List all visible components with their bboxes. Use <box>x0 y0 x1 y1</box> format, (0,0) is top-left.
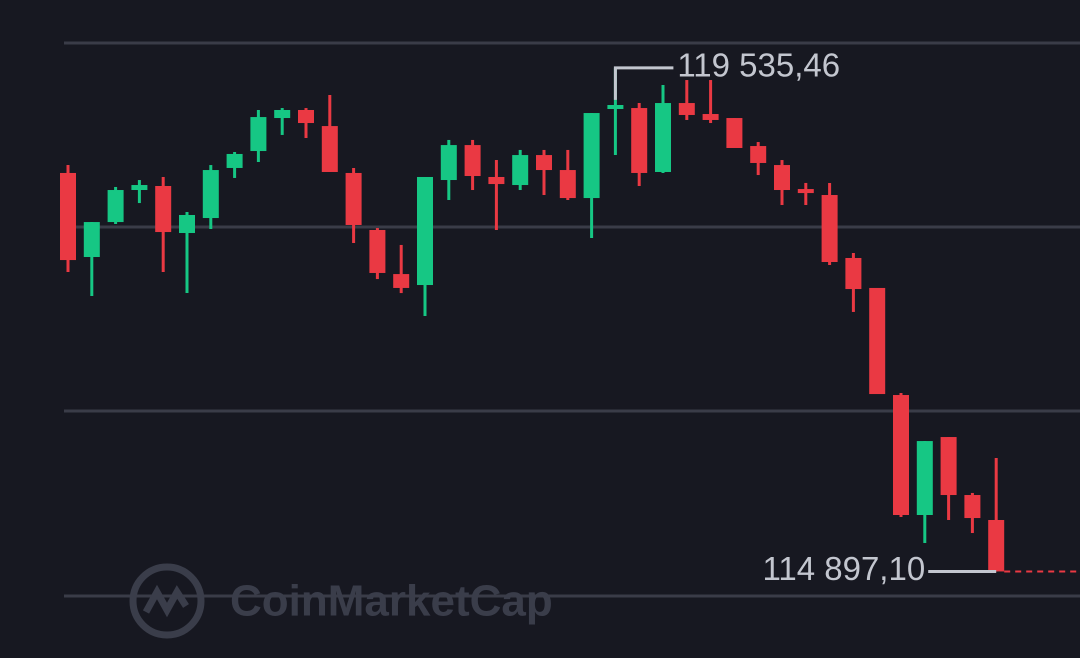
candle-body <box>583 113 600 199</box>
candle-body <box>464 145 481 177</box>
candle-body <box>750 146 767 163</box>
annotation-label: 119 535,46 <box>677 47 840 84</box>
candle-body <box>179 214 195 234</box>
candle-body <box>893 395 909 515</box>
candle-body <box>131 185 148 191</box>
candle-body <box>107 190 124 223</box>
candle-body <box>60 172 76 261</box>
candle-body <box>202 170 219 219</box>
candle-body <box>678 103 695 115</box>
candle-body <box>655 103 671 172</box>
candle-body <box>440 145 457 181</box>
candle-body <box>869 287 886 395</box>
candle-body <box>940 437 957 496</box>
candle-body <box>536 155 552 171</box>
candle-body <box>702 114 719 120</box>
candle-body <box>155 185 172 233</box>
candle-body <box>226 153 243 168</box>
candle-body <box>726 118 743 148</box>
candle-body <box>821 195 838 263</box>
grid <box>64 41 1080 598</box>
candle-body <box>988 519 1005 572</box>
candle-body <box>512 155 529 186</box>
candle-body <box>321 126 338 172</box>
candle-body <box>774 165 790 191</box>
candle-body <box>298 109 314 124</box>
watermark: CoinMarketCap <box>230 577 553 626</box>
annotation-connector <box>613 66 674 100</box>
candle-body <box>345 172 362 225</box>
candle-body <box>607 104 624 110</box>
candle-body <box>631 108 648 173</box>
candle-body <box>274 109 291 119</box>
candle-body <box>83 222 100 258</box>
candle-body <box>964 495 981 519</box>
candle-body <box>559 170 576 199</box>
candle-body <box>417 176 433 286</box>
candle-body <box>797 189 814 194</box>
candle-body <box>916 441 933 515</box>
candle-body <box>250 117 267 152</box>
candle-body <box>393 274 410 288</box>
candle-body <box>369 229 386 273</box>
candle-body <box>845 257 862 290</box>
annotation-label: 114 897,10 <box>762 550 925 587</box>
candle-body <box>488 176 505 185</box>
watermark-logo <box>129 563 205 639</box>
